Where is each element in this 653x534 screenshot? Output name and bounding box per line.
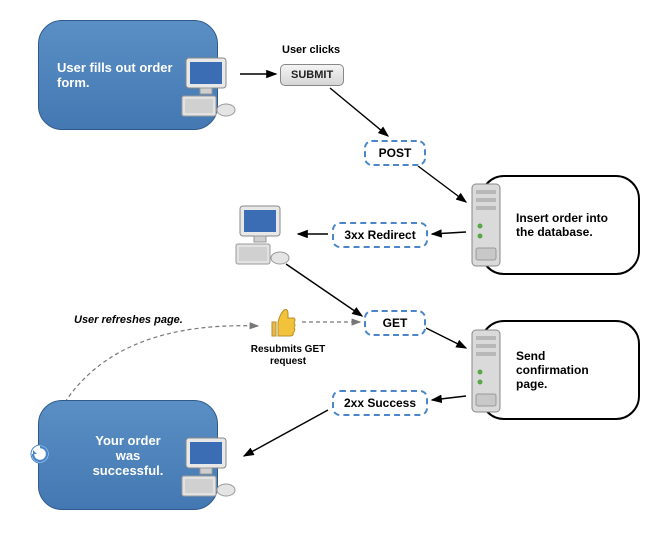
thumbs-up-icon bbox=[266, 306, 300, 340]
submit-button-graphic: SUBMIT bbox=[280, 64, 344, 86]
box-db-insert-text: Insert order into the database. bbox=[516, 211, 620, 239]
pill-success: 2xx Success bbox=[332, 390, 428, 416]
label-user-refreshes-text: User refreshes page. bbox=[74, 314, 183, 326]
computer-icon bbox=[180, 56, 240, 120]
computer-icon bbox=[180, 436, 240, 500]
label-user-clicks: User clicks bbox=[282, 44, 340, 57]
pill-redirect: 3xx Redirect bbox=[332, 222, 428, 248]
server-icon bbox=[470, 182, 502, 268]
label-user-clicks-text: User clicks bbox=[282, 44, 340, 56]
label-resubmits-text: Resubmits GET request bbox=[251, 344, 325, 367]
label-resubmits: Resubmits GET request bbox=[248, 344, 328, 368]
box-db-insert: Insert order into the database. bbox=[480, 175, 640, 275]
pill-get: GET bbox=[364, 310, 426, 336]
box-order-success-text: Your order was successful. bbox=[83, 433, 173, 478]
pill-success-text: 2xx Success bbox=[344, 396, 416, 410]
pill-post-text: POST bbox=[379, 146, 412, 160]
box-send-confirm-text: Send confirmation page. bbox=[516, 349, 620, 391]
pill-redirect-text: 3xx Redirect bbox=[344, 228, 415, 242]
box-user-form-text: User fills out order form. bbox=[57, 60, 199, 90]
pill-get-text: GET bbox=[383, 316, 408, 330]
pill-post: POST bbox=[364, 140, 426, 166]
submit-button-text: SUBMIT bbox=[291, 69, 333, 81]
label-user-refreshes: User refreshes page. bbox=[74, 314, 183, 327]
flowchart-canvas: User fills out order form. Your order wa… bbox=[0, 0, 653, 534]
refresh-icon bbox=[30, 444, 50, 464]
server-icon bbox=[470, 328, 502, 414]
computer-icon bbox=[234, 204, 294, 268]
box-send-confirm: Send confirmation page. bbox=[480, 320, 640, 420]
